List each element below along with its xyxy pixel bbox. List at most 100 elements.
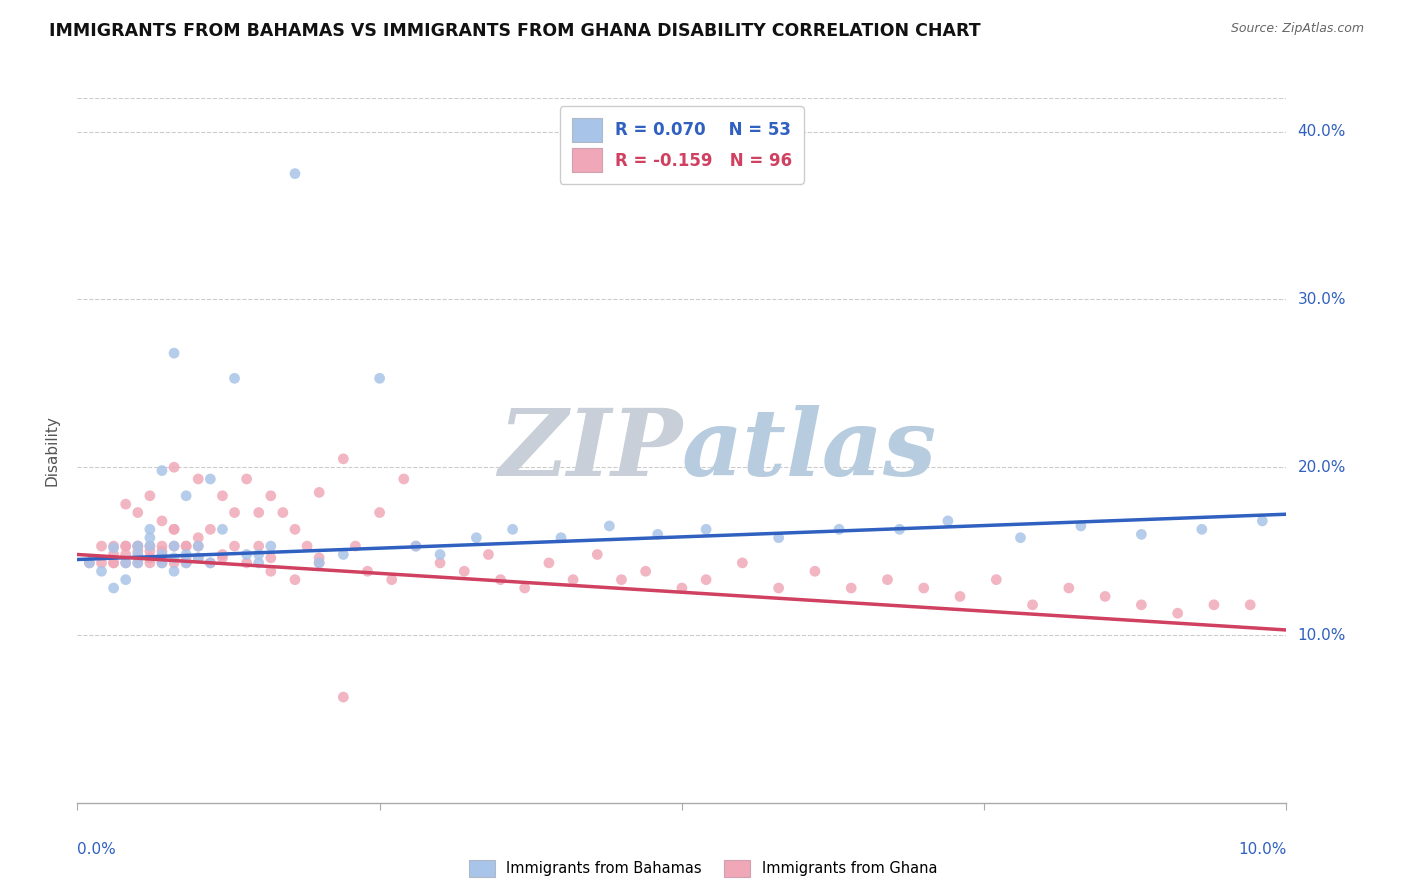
Point: [224, 539, 246, 553]
Point: [127, 539, 149, 553]
Point: [453, 564, 475, 578]
Point: [332, 690, 354, 705]
Point: [1021, 598, 1043, 612]
Point: [211, 550, 233, 565]
Point: [550, 531, 572, 545]
Point: [163, 346, 186, 360]
Point: [1070, 519, 1092, 533]
Point: [127, 544, 149, 558]
Point: [163, 460, 186, 475]
Point: [429, 548, 451, 562]
Point: [211, 522, 233, 536]
Point: [731, 556, 754, 570]
Point: [876, 573, 898, 587]
Point: [224, 371, 246, 385]
Point: [224, 506, 246, 520]
Point: [1167, 606, 1189, 620]
Point: [1202, 598, 1225, 612]
Point: [1057, 581, 1080, 595]
Point: [127, 506, 149, 520]
Point: [247, 506, 270, 520]
Point: [79, 556, 101, 570]
Point: [260, 550, 283, 565]
Point: [139, 539, 162, 553]
Point: [139, 556, 162, 570]
Point: [260, 539, 283, 553]
Point: [235, 472, 257, 486]
Point: [127, 539, 149, 553]
Point: [768, 581, 790, 595]
Text: 10.0%: 10.0%: [1298, 627, 1346, 642]
Point: [271, 506, 294, 520]
Point: [260, 564, 283, 578]
Point: [429, 556, 451, 570]
Point: [1239, 598, 1261, 612]
Point: [114, 548, 136, 562]
Point: [187, 539, 209, 553]
Point: [986, 573, 1008, 587]
Point: [405, 539, 427, 553]
Point: [368, 506, 391, 520]
Point: [163, 550, 186, 565]
Point: [647, 527, 669, 541]
Point: [150, 556, 173, 570]
Point: [405, 539, 427, 553]
Point: [513, 581, 536, 595]
Point: [174, 489, 197, 503]
Point: [489, 573, 512, 587]
Point: [828, 522, 851, 536]
Point: [308, 556, 330, 570]
Point: [79, 556, 101, 570]
Point: [127, 556, 149, 570]
Point: [103, 581, 125, 595]
Point: [103, 556, 125, 570]
Text: IMMIGRANTS FROM BAHAMAS VS IMMIGRANTS FROM GHANA DISABILITY CORRELATION CHART: IMMIGRANTS FROM BAHAMAS VS IMMIGRANTS FR…: [49, 22, 981, 40]
Point: [586, 548, 609, 562]
Point: [344, 539, 367, 553]
Text: 10.0%: 10.0%: [1239, 841, 1286, 856]
Point: [247, 539, 270, 553]
Point: [671, 581, 693, 595]
Point: [103, 541, 125, 555]
Point: [127, 550, 149, 565]
Point: [114, 573, 136, 587]
Point: [1010, 531, 1032, 545]
Point: [187, 550, 209, 565]
Point: [103, 548, 125, 562]
Point: [889, 522, 911, 536]
Text: Source: ZipAtlas.com: Source: ZipAtlas.com: [1230, 22, 1364, 36]
Point: [150, 464, 173, 478]
Point: [174, 539, 197, 553]
Point: [150, 514, 173, 528]
Point: [295, 539, 318, 553]
Point: [1130, 527, 1153, 541]
Text: ZIP: ZIP: [498, 406, 682, 495]
Point: [695, 522, 717, 536]
Point: [127, 556, 149, 570]
Point: [150, 550, 173, 565]
Point: [235, 556, 257, 570]
Text: 40.0%: 40.0%: [1298, 124, 1346, 139]
Point: [200, 556, 222, 570]
Text: 30.0%: 30.0%: [1298, 292, 1346, 307]
Point: [163, 539, 186, 553]
Point: [381, 573, 404, 587]
Point: [695, 573, 717, 587]
Y-axis label: Disability: Disability: [44, 415, 59, 486]
Point: [163, 522, 186, 536]
Point: [610, 573, 633, 587]
Point: [174, 550, 197, 565]
Point: [150, 548, 173, 562]
Point: [127, 548, 149, 562]
Point: [308, 556, 330, 570]
Legend: Immigrants from Bahamas, Immigrants from Ghana: Immigrants from Bahamas, Immigrants from…: [461, 853, 945, 885]
Point: [247, 556, 270, 570]
Point: [308, 485, 330, 500]
Point: [90, 556, 112, 570]
Point: [150, 556, 173, 570]
Point: [114, 556, 136, 570]
Point: [284, 522, 307, 536]
Point: [235, 548, 257, 562]
Point: [465, 531, 488, 545]
Point: [139, 531, 162, 545]
